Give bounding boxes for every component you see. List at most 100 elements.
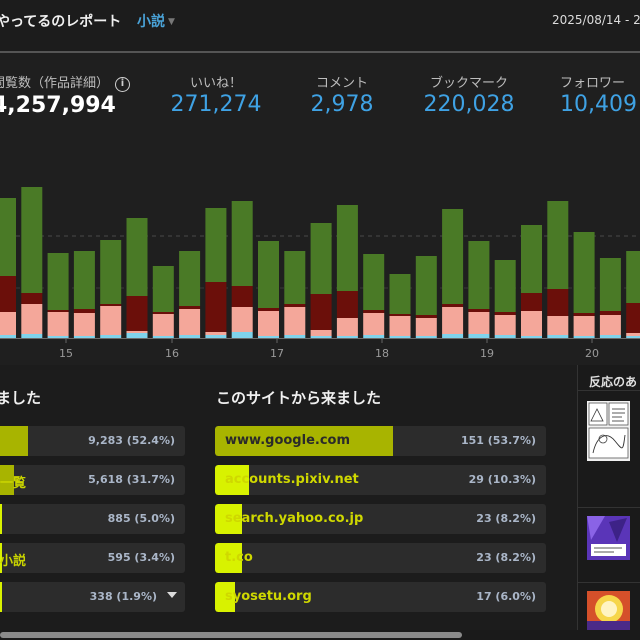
bar-segment-green <box>21 187 43 293</box>
referrer-row[interactable]: 9,283 (52.4%) <box>0 426 185 456</box>
referrer-count: 5,618 (31.7%) <box>88 473 175 486</box>
bar-segment-cyan <box>573 336 595 338</box>
bar-segment-cyan <box>442 334 464 338</box>
bar-segment-salmon <box>389 316 411 336</box>
referrer-count: 885 (5.0%) <box>107 512 175 525</box>
bar-segment-salmon <box>179 309 201 335</box>
referrer-name: syosetu.org <box>225 589 312 604</box>
stat-views[interactable]: 閲覧数（作品詳細） i 4,257,994 <box>0 53 131 118</box>
report-title: やってるのレポート <box>0 14 122 30</box>
stat-bookmarks[interactable]: ブックマーク 220,028 <box>418 53 520 117</box>
bar-segment-green <box>179 251 201 306</box>
orange-thumbnail-icon[interactable] <box>587 591 630 631</box>
referrer-row[interactable]: accounts.pixiv.net 29 (10.3%) <box>215 465 546 495</box>
referrer-name: 小説 <box>0 554 27 569</box>
bar-segment-cyan <box>126 333 148 338</box>
scrollbar-thumb[interactable] <box>0 632 462 638</box>
bar-segment-salmon <box>0 312 16 335</box>
referrer-count: 23 (8.2%) <box>476 551 536 564</box>
bar-segment-salmon <box>494 315 516 335</box>
x-tick-label: 15 <box>59 347 73 360</box>
bar-segment-green <box>494 260 516 312</box>
bar-segment-darkred <box>21 293 43 304</box>
info-icon[interactable]: i <box>115 77 131 92</box>
share-bar <box>215 504 243 534</box>
bar-segment-green <box>626 251 640 303</box>
bar-segment-cyan <box>100 335 122 338</box>
referrers-sites-title: このサイトから来ました <box>216 389 382 407</box>
reactions-divider <box>578 582 640 583</box>
bar-segment-salmon <box>231 307 253 332</box>
referrer-row[interactable]: syosetu.org 17 (6.0%) <box>215 582 546 612</box>
bar-segment-darkred <box>547 289 569 316</box>
referrer-row[interactable]: search.yahoo.co.jp 23 (8.2%) <box>215 504 546 534</box>
horizontal-scrollbar[interactable] <box>0 630 640 640</box>
bar-segment-green <box>126 218 148 296</box>
purple-thumbnail-icon[interactable] <box>587 516 630 560</box>
referrer-row[interactable]: 338 (1.9%) <box>0 582 185 612</box>
stat-comments[interactable]: コメント 2,978 <box>296 53 388 117</box>
bar-segment-cyan <box>547 335 569 338</box>
bar-segment-cyan <box>73 336 95 338</box>
bar-segment-salmon <box>547 316 569 335</box>
bar-segment-green <box>547 201 569 289</box>
bar-segment-green <box>73 251 95 309</box>
bar-segment-darkred <box>363 310 385 313</box>
date-range[interactable]: 2025/08/14 - 202 <box>552 13 640 27</box>
bar-segment-darkred <box>442 304 464 307</box>
bar-segment-green <box>0 198 16 276</box>
stat-followers[interactable]: フォロワー 10,409 <box>560 53 640 117</box>
referrer-row[interactable]: www.google.com 151 (53.7%) <box>215 426 546 456</box>
referrer-name: 一覧 <box>0 476 27 491</box>
bar-segment-darkred <box>47 310 69 312</box>
referrer-count: 151 (53.7%) <box>460 434 536 447</box>
bar-segment-cyan <box>415 336 437 338</box>
stat-followers-label: フォロワー <box>560 76 626 91</box>
bar-segment-cyan <box>284 335 306 338</box>
referrer-row[interactable]: t.co 23 (8.2%) <box>215 543 546 573</box>
bar-segment-cyan <box>0 335 16 338</box>
bar-segment-salmon <box>626 333 640 336</box>
bar-segment-green <box>205 208 227 282</box>
bar-segment-darkred <box>389 314 411 316</box>
bar-segment-green <box>258 241 279 308</box>
report-header: やってるのレポート 小説▼ 2025/08/14 - 202 <box>0 0 640 63</box>
bar-segment-darkred <box>73 309 95 313</box>
share-bar <box>215 426 394 456</box>
bar-segment-darkred <box>231 286 253 307</box>
category-dropdown[interactable]: 小説 ▼ <box>137 11 175 31</box>
bar-segment-darkred <box>100 304 122 306</box>
bar-segment-cyan <box>494 335 516 338</box>
bar-segment-salmon <box>126 331 148 333</box>
stat-comments-label: コメント <box>315 76 368 91</box>
share-bar <box>0 543 2 573</box>
manga-thumbnail-icon[interactable] <box>587 401 630 461</box>
bar-segment-salmon <box>152 314 174 336</box>
share-bar <box>215 465 250 495</box>
referrer-row[interactable]: 小説 595 (3.4%) <box>0 543 185 573</box>
bar-segment-green <box>599 258 621 311</box>
referrer-panels: ました 9,283 (52.4%) 一覧 5,618 (31.7%) 885 (5.0… <box>0 365 640 640</box>
bar-segment-darkred <box>284 304 306 307</box>
bar-segment-darkred <box>573 313 595 316</box>
bar-segment-salmon <box>310 330 332 336</box>
bar-segment-green <box>573 232 595 313</box>
chevron-down-icon[interactable] <box>167 592 177 598</box>
bar-segment-salmon <box>73 313 95 336</box>
bar-segment-darkred <box>336 291 358 318</box>
stat-likes[interactable]: いいね！ 271,274 <box>170 53 262 117</box>
reactions-divider <box>578 390 640 391</box>
stat-comments-value: 2,978 <box>310 92 374 117</box>
referrer-name: www.google.com <box>225 433 351 448</box>
header-divider <box>0 51 640 53</box>
bar-segment-salmon <box>468 312 490 334</box>
referrer-row[interactable]: 一覧 5,618 (31.7%) <box>0 465 185 495</box>
referrer-count: 338 (1.9%) <box>89 590 157 603</box>
bar-segment-green <box>231 201 253 286</box>
referrer-row[interactable]: 885 (5.0%) <box>0 504 185 534</box>
reactions-sidebar: 反応のあ <box>577 365 640 640</box>
bar-segment-cyan <box>47 336 69 338</box>
referrer-count: 17 (6.0%) <box>476 590 536 603</box>
referrer-name: search.yahoo.co.jp <box>225 511 364 526</box>
bar-segment-darkred <box>205 282 227 332</box>
